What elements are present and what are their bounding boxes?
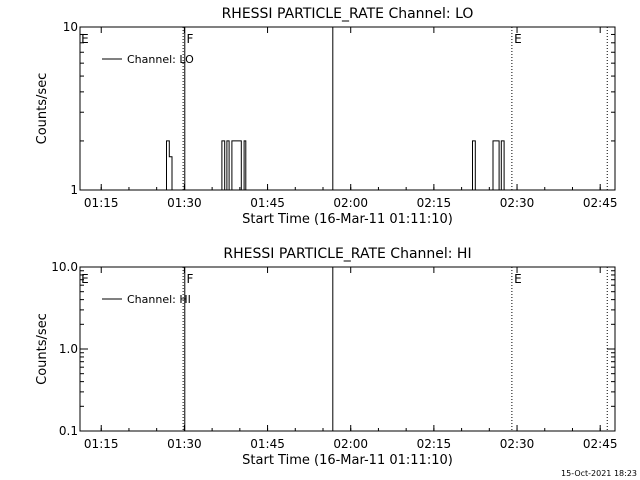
x-tick-label: 01:30: [167, 196, 202, 210]
flag-annotation: E: [514, 32, 522, 46]
y-tick-label: 1.0: [59, 342, 78, 356]
x-tick-label: 01:45: [250, 437, 285, 451]
x-tick-label: 02:15: [417, 196, 452, 210]
x-axis-label: Start Time (16-Mar-11 01:11:10): [242, 453, 453, 468]
flag-annotation: E: [514, 272, 522, 286]
x-tick-label: 02:45: [583, 437, 618, 451]
flag-annotation: F: [186, 32, 193, 46]
x-tick-label: 02:00: [333, 437, 368, 451]
x-tick-label: 01:30: [167, 437, 202, 451]
flag-annotation: E: [81, 272, 89, 286]
y-tick-label: 10.0: [51, 260, 78, 274]
x-tick-label: 01:45: [250, 196, 285, 210]
plot-frame: [79, 266, 616, 432]
flag-annotation: E: [81, 32, 89, 46]
x-tick-label: 02:30: [500, 196, 535, 210]
plot-frame: [79, 26, 616, 191]
chart-title: RHESSI PARTICLE_RATE Channel: HI: [223, 246, 471, 262]
y-axis-label: Counts/sec: [35, 313, 50, 385]
x-tick-label: 01:15: [84, 196, 119, 210]
x-axis-label: Start Time (16-Mar-11 01:11:10): [242, 212, 453, 227]
hi-channel-panel: RHESSI PARTICLE_RATE Channel: HI 01:15 01:…: [35, 246, 617, 468]
legend-label: Channel: HI: [127, 293, 191, 306]
x-tick-label: 02:00: [333, 196, 368, 210]
y-tick-label: 10: [63, 20, 78, 34]
flag-annotation: F: [186, 272, 193, 286]
x-tick-label: 02:15: [417, 437, 452, 451]
legend-label: Channel: LO: [127, 53, 194, 66]
x-tick-label: 01:15: [84, 437, 119, 451]
y-tick-label: 0.1: [59, 424, 78, 438]
chart-title: RHESSI PARTICLE_RATE Channel: LO: [222, 6, 474, 22]
x-tick-label: 02:30: [500, 437, 535, 451]
footer-timestamp: 15-Oct-2021 18:23: [561, 469, 637, 478]
y-tick-label: 1: [70, 183, 78, 197]
x-tick-label: 02:45: [583, 196, 618, 210]
y-axis-label: Counts/sec: [35, 73, 50, 145]
lo-channel-panel: RHESSI PARTICLE_RATE Channel: LO 01:15 01:…: [35, 6, 617, 227]
series-line-channel-lo: [166, 140, 505, 191]
